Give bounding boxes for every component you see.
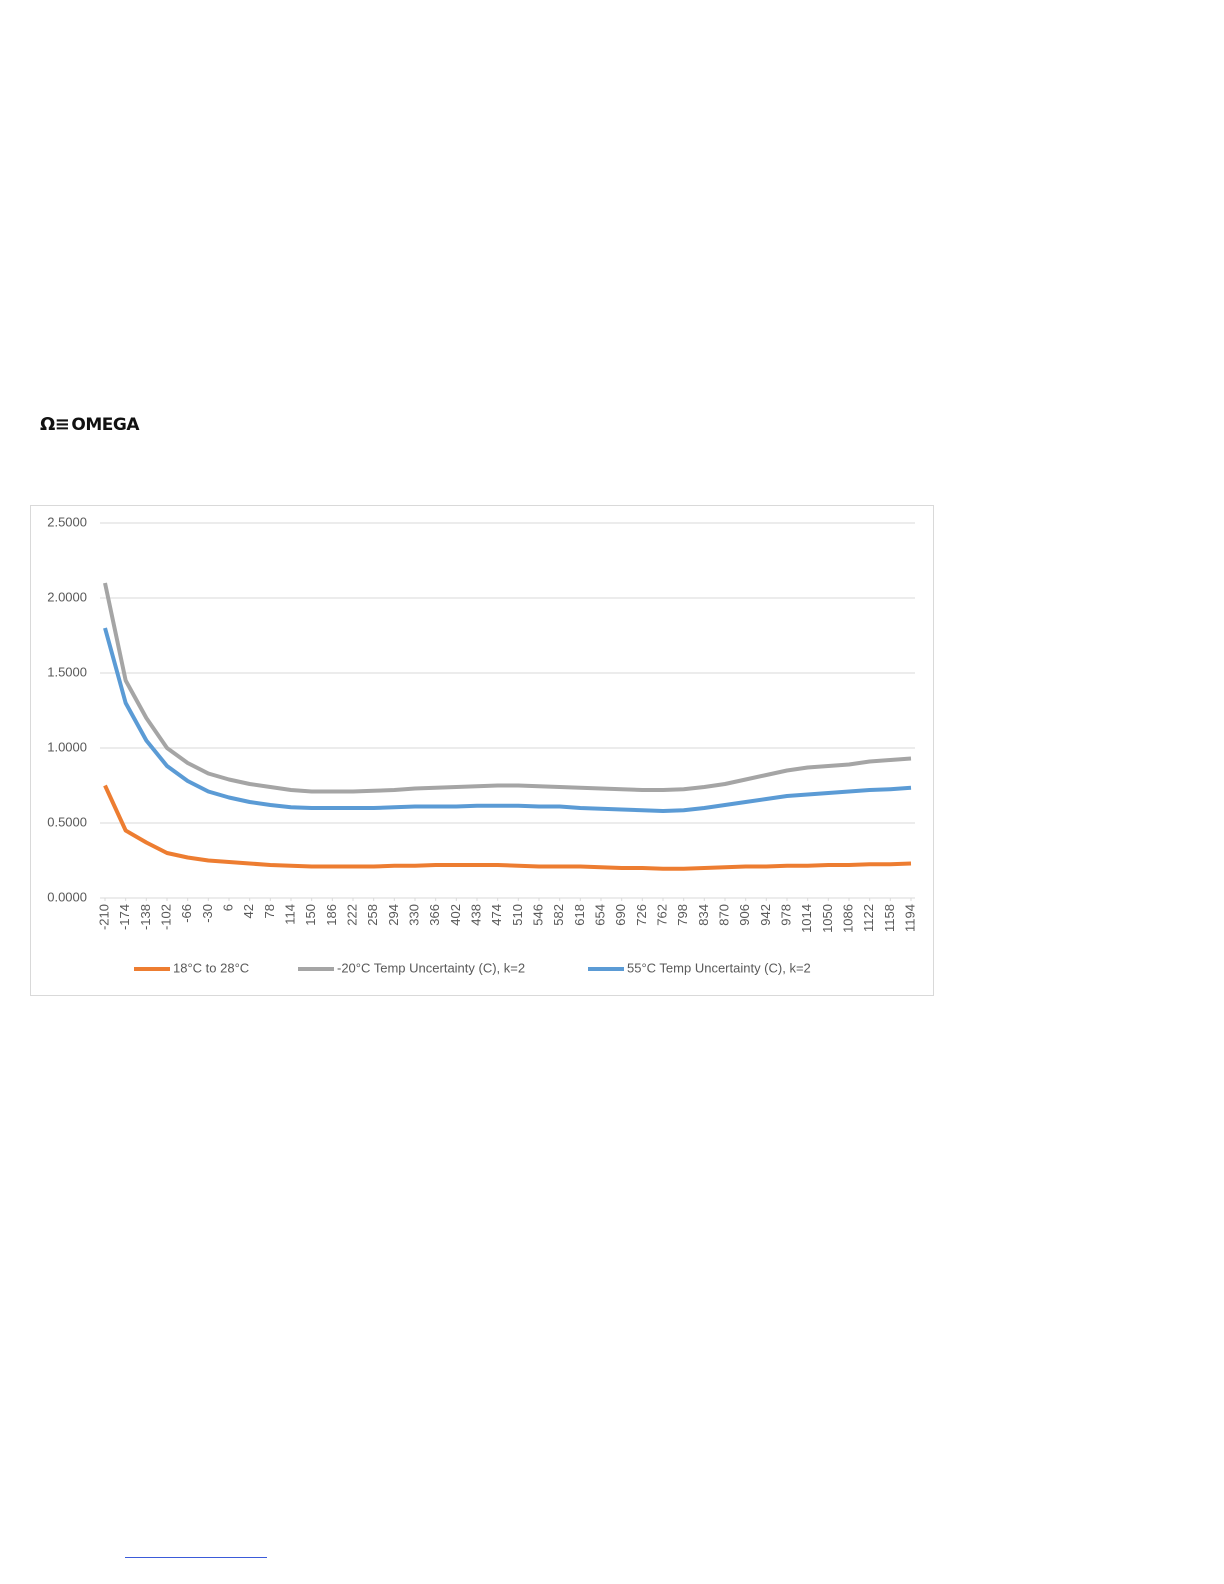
x-tick-label: 366	[427, 904, 442, 926]
legend-label: 55°C Temp Uncertainty (C), k=2	[627, 960, 811, 975]
x-tick-label: 438	[468, 904, 483, 926]
x-tick-label: 1086	[840, 904, 855, 933]
chart-frame	[30, 505, 934, 996]
x-tick-label: 294	[386, 904, 401, 926]
link-underline	[125, 1557, 267, 1558]
x-tick-label: 942	[758, 904, 773, 926]
x-tick-label: -138	[138, 904, 153, 930]
x-tick-label: 546	[530, 904, 545, 926]
x-tick-label: 618	[572, 904, 587, 926]
series-line	[103, 627, 912, 813]
logo: Ω≡ OMEGA	[40, 414, 139, 435]
legend-label: -20°C Temp Uncertainty (C), k=2	[337, 960, 525, 975]
x-tick-label: 834	[696, 904, 711, 926]
x-tick-label: 762	[654, 904, 669, 926]
x-tick-label: 978	[778, 904, 793, 926]
x-tick-label: 690	[613, 904, 628, 926]
x-tick-label: 114	[282, 904, 297, 925]
y-tick-label: 1.5000	[47, 664, 87, 679]
x-tick-label: 78	[262, 904, 277, 918]
x-tick-label: 654	[592, 904, 607, 926]
y-tick-label: 0.0000	[47, 889, 87, 904]
x-tick-label: 258	[365, 904, 380, 926]
legend-label: 18°C to 28°C	[173, 960, 249, 975]
x-tick-label: 798	[675, 904, 690, 926]
series-line	[103, 582, 912, 794]
x-tick-label: 510	[510, 904, 525, 926]
x-tick-label: 1050	[820, 904, 835, 933]
x-tick-label: 582	[551, 904, 566, 926]
x-tick-label: 726	[634, 904, 649, 926]
x-tick-label: 1158	[882, 904, 897, 932]
y-tick-label: 1.0000	[47, 739, 87, 754]
x-tick-label: 1014	[799, 904, 814, 933]
x-tick-label: 222	[344, 904, 359, 926]
logo-text: OMEGA	[71, 415, 139, 435]
x-tick-label: 402	[448, 904, 463, 926]
x-tick-label: 474	[489, 904, 504, 926]
x-tick-label: 42	[241, 904, 256, 918]
x-tick-label: -174	[117, 904, 132, 930]
x-tick-label: -66	[179, 904, 194, 923]
y-tick-label: 2.5000	[47, 514, 87, 529]
y-tick-label: 0.5000	[47, 814, 87, 829]
x-tick-label: -30	[200, 904, 215, 923]
x-tick-label: -102	[158, 904, 173, 930]
x-tick-label: 186	[324, 904, 339, 926]
x-tick-label: 906	[737, 904, 752, 926]
x-tick-label: 870	[716, 904, 731, 926]
x-tick-label: 6	[220, 904, 235, 911]
x-tick-label: 1194	[902, 904, 917, 932]
x-tick-label: 1122	[861, 904, 876, 932]
x-tick-label: -210	[96, 904, 111, 930]
y-tick-label: 2.0000	[47, 589, 87, 604]
series-line	[103, 784, 912, 871]
x-tick-label: 150	[303, 904, 318, 926]
x-tick-label: 330	[406, 904, 421, 926]
